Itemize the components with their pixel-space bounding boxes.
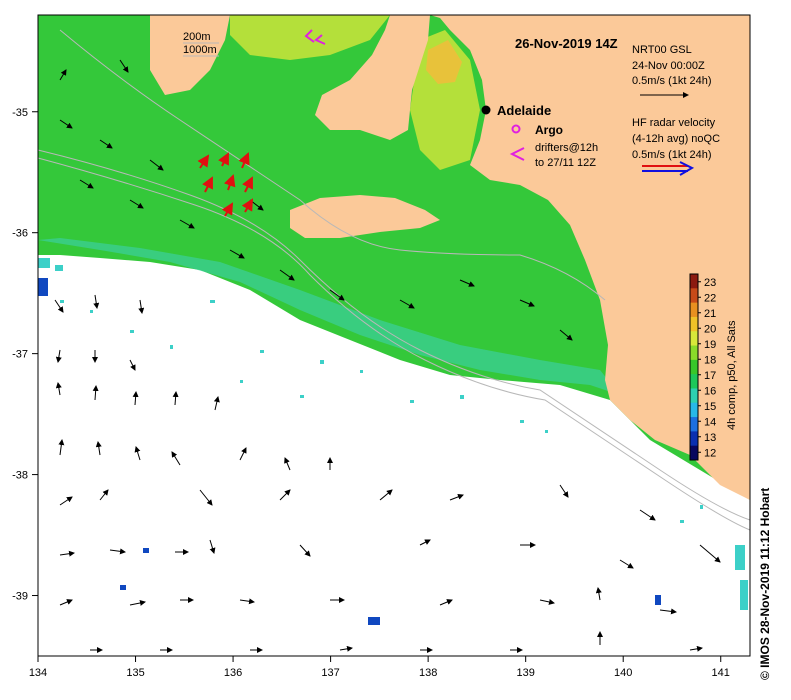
x-tick-label: 135 bbox=[126, 667, 144, 679]
colorbar-segment bbox=[690, 402, 698, 418]
hf-scale: 0.5m/s (1kt 24h) bbox=[632, 149, 711, 161]
sst-warm-patch bbox=[230, 15, 390, 60]
colorbar-segment bbox=[690, 445, 698, 461]
gsl-scale: 0.5m/s (1kt 24h) bbox=[632, 75, 711, 87]
colorbar-segment bbox=[690, 345, 698, 361]
colorbar-tick-label: 20 bbox=[704, 323, 716, 335]
y-tick-label: -39 bbox=[12, 591, 28, 603]
y-tick-label: -36 bbox=[12, 228, 28, 240]
map-frame bbox=[37, 14, 751, 657]
colorbar-segment bbox=[690, 374, 698, 389]
credit-label: © IMOS 28-Nov-2019 11:12 Hobart bbox=[758, 487, 772, 680]
x-tick-label: 141 bbox=[712, 667, 730, 679]
hf-sub: (4-12h avg) noQC bbox=[632, 133, 720, 145]
legend-hf: HF radar velocity (4-12h avg) noQC 0.5m/… bbox=[632, 117, 720, 176]
colorbar-tick-label: 21 bbox=[704, 308, 716, 320]
colorbar-tick-label: 15 bbox=[704, 401, 716, 413]
colorbar-segment bbox=[690, 431, 698, 447]
argo-floats-map bbox=[304, 29, 326, 45]
legend-gsl: NRT00 GSL 24-Nov 00:00Z 0.5m/s (1kt 24h) bbox=[632, 44, 711, 98]
adelaide-marker bbox=[481, 105, 491, 115]
land-mainland bbox=[430, 15, 750, 500]
colorbar-label: 4h comp, p50, All Sats bbox=[726, 320, 738, 430]
colorbar-segment bbox=[690, 417, 698, 432]
colorbar-tick-label: 12 bbox=[704, 447, 716, 459]
colorbar-segment bbox=[690, 288, 698, 304]
colorbar-segment bbox=[690, 359, 698, 375]
colorbar-tick-label: 16 bbox=[704, 385, 716, 397]
drifters-line2: to 27/11 12Z bbox=[535, 157, 596, 169]
x-tick-label: 138 bbox=[419, 667, 437, 679]
current-arrows bbox=[54, 59, 721, 653]
x-tick-label: 139 bbox=[516, 667, 534, 679]
adelaide-label: Adelaide bbox=[497, 103, 551, 118]
colorbar-tick-label: 14 bbox=[704, 416, 716, 428]
colorbar-border bbox=[689, 273, 699, 461]
colorbar-tick-label: 22 bbox=[704, 292, 716, 304]
drifters-line1: drifters@12h bbox=[535, 142, 598, 154]
y-tick-label: -38 bbox=[12, 470, 28, 482]
land-eyre-tip bbox=[150, 15, 230, 95]
land-kangaroo-island bbox=[290, 195, 440, 238]
gsl-title: NRT00 GSL bbox=[632, 44, 692, 56]
colorbar-tick-label: 18 bbox=[704, 354, 716, 366]
hf-title: HF radar velocity bbox=[632, 117, 716, 129]
drifter-tracks bbox=[197, 152, 254, 217]
land-yorke-peninsula bbox=[315, 15, 430, 140]
colorbar-segment bbox=[690, 302, 698, 318]
colorbar-segment bbox=[690, 274, 698, 289]
drifter-legend-marker bbox=[509, 147, 525, 161]
sst-warm-core bbox=[426, 40, 462, 84]
sst-cold-pixels bbox=[38, 278, 661, 625]
colorbar-tick-label: 13 bbox=[704, 432, 716, 444]
colorbar-segment bbox=[690, 316, 698, 332]
sst-cool-edge bbox=[38, 238, 620, 395]
y-axis-ticks: -35 -36 -37 -38 -39 bbox=[12, 107, 38, 603]
x-tick-label: 134 bbox=[29, 667, 47, 679]
x-tick-label: 136 bbox=[224, 667, 242, 679]
x-tick-label: 137 bbox=[321, 667, 339, 679]
isobath-1000-label: 1000m bbox=[183, 44, 217, 56]
map-title: 26-Nov-2019 14Z bbox=[515, 36, 618, 51]
colorbar-tick-label: 19 bbox=[704, 339, 716, 351]
isobaths bbox=[37, 29, 751, 531]
map-plot-area bbox=[37, 14, 751, 657]
x-tick-label: 140 bbox=[614, 667, 632, 679]
x-axis-ticks: 134 135 136 137 138 139 140 141 bbox=[29, 656, 730, 679]
y-tick-label: -35 bbox=[12, 107, 28, 119]
colorbar-tick-label: 23 bbox=[704, 277, 716, 289]
y-tick-label: -37 bbox=[12, 349, 28, 361]
gsl-date: 24-Nov 00:00Z bbox=[632, 60, 705, 72]
sst-scatter-pixels bbox=[38, 258, 748, 610]
sst-colorbar: 23 22 21 20 19 18 17 16 15 14 13 12 bbox=[689, 273, 716, 461]
argo-legend-marker bbox=[511, 124, 521, 134]
argo-label: Argo bbox=[535, 123, 563, 137]
colorbar-segment bbox=[690, 388, 698, 404]
colorbar-segment bbox=[690, 331, 698, 347]
colorbar-tick-label: 17 bbox=[704, 370, 716, 382]
legend-isobaths: 200m 1000m bbox=[183, 31, 219, 57]
isobath-200-label: 200m bbox=[183, 31, 211, 43]
